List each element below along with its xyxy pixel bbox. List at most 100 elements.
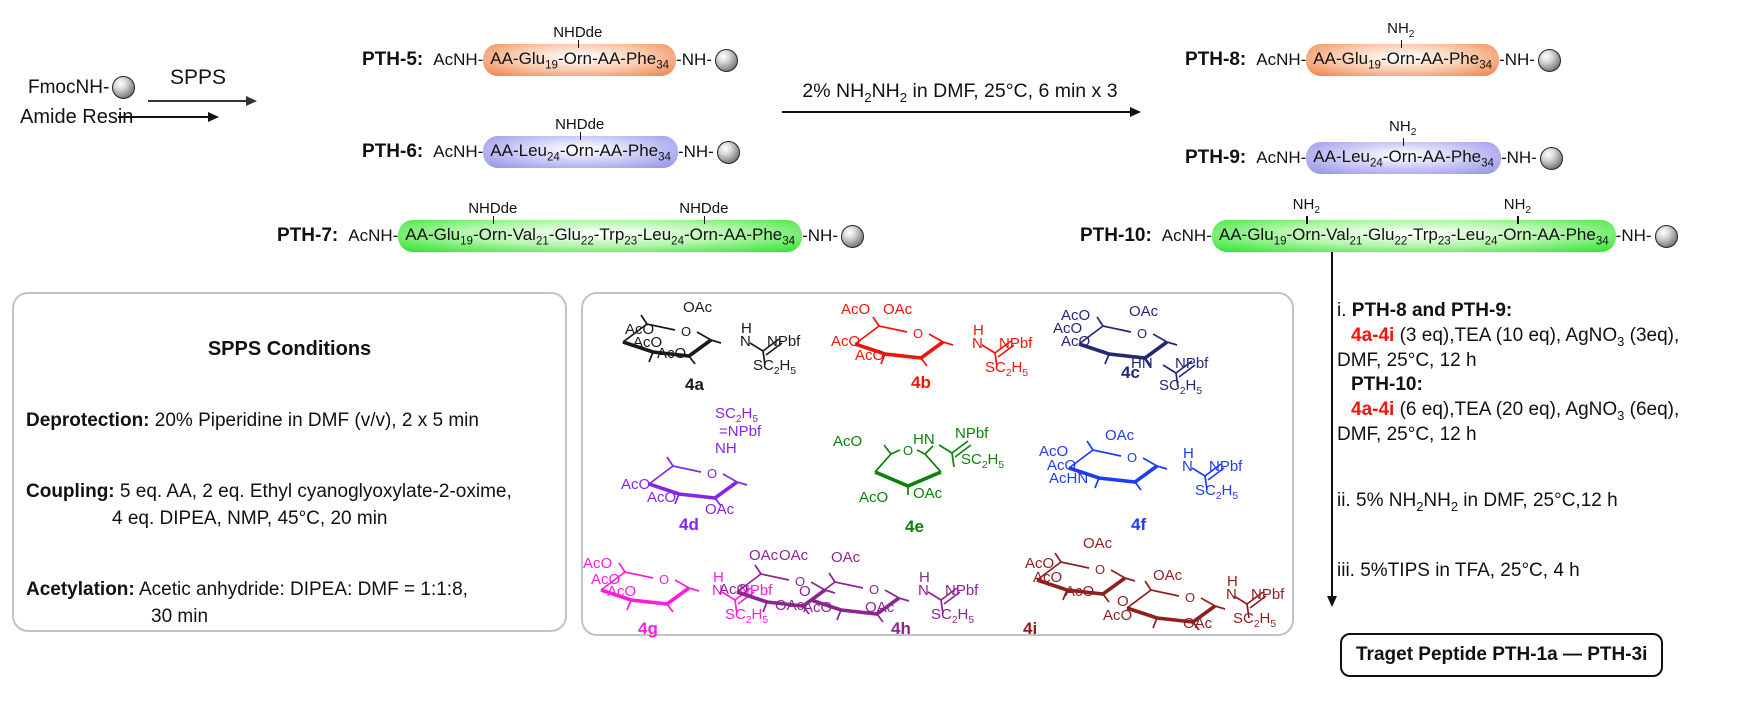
sequence-prefix: AcNH- (1256, 148, 1307, 168)
sequence-highlight: AA-Glu19-Orn NH2 -AA-Phe34 (1306, 19, 1500, 77)
peptide-row-pth-7: PTH-7: AcNH- AA-Glu19-Orn NHDde -Val21-Glu22… (277, 201, 864, 253)
substituent-label: AcO (1065, 583, 1095, 600)
substituent-label: O (1117, 593, 1129, 610)
substituent-label: N (1226, 586, 1237, 603)
sequence-highlight: AA-Leu24-Orn NH2 -AA-Phe34 (1306, 117, 1501, 175)
substituent-label: H (1183, 445, 1194, 462)
substituent-label: OAc (883, 301, 913, 318)
modification-tick (579, 132, 581, 140)
substituent-label: N (972, 335, 983, 352)
amidine-bonds (1190, 455, 1230, 500)
peptide-name: PTH-7: (277, 225, 339, 247)
orn-modification-label: NHDde (679, 200, 729, 217)
substituent-label: AcO (633, 334, 663, 351)
peptide-sequence: AcNH- AA-Glu19-Orn NH2 -AA-Phe34 -NH- (1256, 19, 1561, 77)
condition-line-5: 4a-4i (6 eq),TEA (20 eq), AgNO3 (6eq), (1351, 399, 1679, 423)
peptide-sequence: AcNH- AA-Glu19-Orn NHDde -AA-Phe34 -NH- (433, 24, 738, 77)
resin-start-label: FmocNH- (28, 76, 136, 99)
sequence-segment: -Val21-Glu22-Trp23-Leu24- (1320, 225, 1504, 248)
resin-sublabel: Amide Resin (20, 106, 134, 128)
substituent-label: OAc (683, 299, 713, 316)
amidine-bonds (980, 332, 1020, 377)
sequence-segment: Orn NH2 (1386, 19, 1415, 68)
hydrazine-arrow (782, 107, 1141, 117)
sequence-suffix: -NH- (1615, 226, 1652, 246)
orn-modification-label: NH2 (1387, 19, 1415, 40)
substituent-label: OAc (1129, 303, 1159, 320)
substituent-label: AcO (625, 321, 655, 338)
sugar-ring-4g: O (597, 560, 705, 621)
condition-line-8: iii. 5%TIPS in TFA, 25°C, 4 h (1337, 560, 1580, 583)
condition-text: PTH-8 and PTH-9: (1351, 300, 1513, 321)
substituent-label: SC2H5 (715, 405, 759, 425)
modification-tick (1517, 216, 1519, 224)
substituent-label: AcO (1061, 333, 1091, 350)
substituent-label: SC2H5 (725, 606, 769, 626)
spps-conditions-box: SPPS Conditions Deprotection: 20% Piperi… (12, 292, 567, 632)
condition-text: 4a-4i (1351, 325, 1395, 346)
peptide-name: PTH-6: (362, 141, 424, 163)
sequence-segment: Orn NHDde (555, 116, 605, 160)
sequence-segment: AA-Leu24- (490, 141, 566, 164)
substituent-label: H (1227, 573, 1238, 590)
sequence-segment: -Val21-Glu22-Trp23-Leu24- (506, 225, 690, 248)
sequence-segment: Orn NH2 (1503, 195, 1532, 244)
substituent-label: NPbf (955, 425, 989, 442)
glycosylation-conditions: i. PTH-8 and PTH-9: 4a-4i (3 eq),TEA (10 … (1337, 300, 1758, 590)
orn-modification-label: NHDde (555, 116, 605, 133)
peptide-sequence: AcNH- AA-Glu19-Orn NHDde -Val21-Glu22-Trp23… (348, 201, 864, 253)
sequence-prefix: AcNH- (348, 226, 399, 246)
orn-modification-label: NHDde (468, 200, 518, 217)
substituent-label: OAc (913, 485, 943, 502)
amidine-bonds (937, 432, 977, 477)
sequence-segment: AA-Leu24- (1313, 147, 1389, 170)
sugar-ring-4b: O (851, 314, 959, 375)
peptide-name: PTH-8: (1185, 49, 1247, 71)
substituent-label: OAc (705, 501, 735, 518)
svg-text:O: O (1127, 450, 1137, 465)
sequence-segment: Orn NH2 (1388, 117, 1417, 166)
peptide-row-pth-5: PTH-5: AcNH- AA-Glu19-Orn NHDde -AA-Phe34 -NH… (362, 24, 738, 77)
spps-condition-item: Coupling: 5 eq. AA, 2 eq. Ethyl cyanogly… (26, 481, 512, 529)
substituent-label: AcO (621, 476, 651, 493)
substituent-label: AcO (831, 333, 861, 350)
compound-label-4f: 4f (1131, 515, 1147, 534)
compound-label-4e: 4e (905, 517, 924, 536)
compound-label-4i: 4i (1023, 619, 1038, 638)
sequence-segment: AA-Glu19- (490, 49, 564, 72)
sequence-suffix: -NH- (677, 142, 714, 162)
substituent-label: OAc (831, 549, 861, 566)
amidine-bonds (1161, 352, 1201, 397)
sequence-segment: Orn NH2 (1292, 195, 1321, 244)
sugar-ring-4h: O (807, 570, 915, 631)
sequence-segment: -AA-Phe34 (1531, 225, 1609, 248)
substituent-label: H (919, 569, 930, 586)
substituent-label: SC2H5 (985, 359, 1029, 379)
substituent-label: AcO (855, 347, 885, 364)
condition-text: ii. 5% NH2NH2 in DMF, 25°C,12 h (1337, 490, 1618, 514)
condition-text: iii. 5%TIPS in TFA, 25°C, 4 h (1337, 560, 1580, 581)
substituent-label: SC2H5 (1159, 377, 1203, 397)
substituent-label: AcO (1061, 307, 1091, 324)
substituent-label: N (712, 582, 723, 599)
sequence-segment: Orn NHDde (553, 24, 603, 68)
substituent-label: OAc (779, 547, 809, 564)
resin-bead (112, 76, 136, 99)
target-peptide-box: Traget Peptide PTH-1a — PTH-3i (1340, 633, 1664, 677)
condition-line-4: PTH-10: (1351, 374, 1423, 397)
substituent-label: AcO (803, 599, 833, 616)
substituent-label: H (973, 322, 984, 339)
condition-line-3: DMF, 25°C, 12 h (1337, 350, 1477, 373)
condition-text: DMF, 25°C, 12 h (1337, 350, 1477, 371)
substituent-label: OAc (749, 547, 779, 564)
condition-text: (3 eq), (1394, 325, 1455, 346)
modification-tick (703, 216, 706, 224)
peptide-row-pth-8: PTH-8: AcNH- AA-Glu19-Orn NH2 -AA-Phe34 -NH- (1185, 19, 1561, 77)
substituent-label: OAc (1083, 535, 1113, 552)
substituent-label: AcO (719, 581, 749, 598)
condition-line-6: DMF, 25°C, 12 h (1337, 424, 1477, 447)
target-peptide-label: Traget Peptide PTH-1a — PTH-3i (1356, 644, 1648, 665)
sequence-prefix: AcNH- (433, 50, 484, 70)
svg-text:O: O (869, 582, 879, 597)
